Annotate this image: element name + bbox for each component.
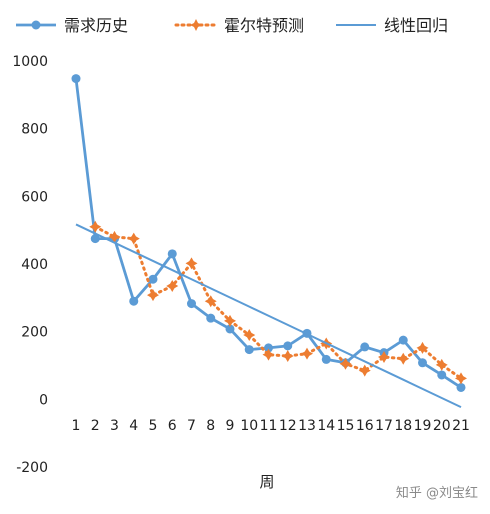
x-tick-label: 19 (414, 418, 432, 434)
x-tick-label: 16 (356, 418, 374, 434)
data-point-demand-history (360, 342, 370, 352)
watermark: 知乎 @刘宝红 (396, 485, 478, 501)
data-point-holt-forecast (301, 347, 313, 360)
x-tick-label: 3 (110, 418, 119, 434)
x-tick-label: 14 (317, 418, 335, 434)
y-tick-label: 200 (21, 325, 48, 341)
legend-label-holt-forecast: 霍尔特预测 (224, 16, 304, 35)
y-tick-label: 600 (21, 189, 48, 205)
data-point-demand-history (398, 335, 408, 345)
x-tick-label: 7 (187, 418, 196, 434)
data-point-demand-history (206, 313, 216, 323)
series-demand-history (71, 74, 466, 392)
data-point-holt-forecast (455, 372, 467, 385)
data-point-holt-forecast (397, 352, 410, 365)
series-holt-forecast (89, 220, 467, 385)
data-point-holt-forecast (204, 295, 217, 308)
x-tick-label: 20 (433, 418, 451, 434)
data-point-holt-forecast (127, 232, 140, 245)
data-point-demand-history (167, 249, 177, 259)
legend-item-demand-history: 需求历史 (16, 16, 128, 35)
data-point-holt-forecast (339, 357, 352, 370)
data-point-holt-forecast (108, 230, 121, 243)
data-point-demand-history (90, 234, 100, 244)
data-point-holt-forecast (147, 289, 159, 302)
legend-item-linear-regression: 线性回归 (336, 16, 448, 35)
x-tick-label: 8 (206, 418, 215, 434)
x-axis: 1 2 3 4 5 6 7 8 9 10 11 12 13 14 15 16 17 18 19 20 21 (72, 418, 470, 434)
data-point-holt-forecast (358, 364, 371, 377)
y-tick-label: 1000 (12, 54, 48, 70)
x-tick-label: 2 (91, 418, 100, 434)
x-tick-label: 12 (279, 418, 297, 434)
data-point-demand-history (321, 354, 331, 364)
y-tick-label: 400 (21, 257, 48, 273)
y-tick-label: 800 (21, 122, 48, 138)
y-tick-label: 0 (39, 392, 48, 408)
data-point-holt-forecast (89, 220, 102, 233)
series-layer (71, 74, 467, 409)
x-tick-label: 4 (129, 418, 138, 434)
data-point-holt-forecast (243, 329, 256, 342)
legend-label-demand-history: 需求历史 (64, 16, 128, 35)
x-tick-label: 1 (72, 418, 81, 434)
data-point-demand-history (225, 324, 235, 334)
x-tick-label: 15 (337, 418, 355, 434)
x-tick-label: 11 (260, 418, 278, 434)
data-point-holt-forecast (435, 358, 448, 371)
x-axis-title: 周 (259, 473, 274, 491)
y-axis: -200 0 200 400 600 800 1000 (12, 54, 48, 476)
data-point-demand-history (264, 343, 273, 353)
legend: 需求历史 霍尔特预测 线性回归 (16, 16, 448, 35)
x-tick-label: 6 (168, 418, 177, 434)
x-tick-label: 10 (240, 418, 258, 434)
data-point-holt-forecast (378, 351, 390, 364)
x-tick-label: 18 (394, 418, 412, 434)
data-point-demand-history (437, 370, 447, 380)
legend-swatch-demand-history-marker (31, 20, 41, 30)
data-point-holt-forecast (281, 350, 294, 363)
data-point-demand-history (283, 341, 293, 351)
data-point-holt-forecast (224, 314, 236, 327)
legend-label-linear-regression: 线性回归 (384, 16, 448, 35)
data-point-demand-history (187, 299, 196, 309)
data-point-demand-history (71, 74, 81, 84)
y-tick-label: -200 (16, 460, 48, 476)
x-tick-label: 9 (226, 418, 235, 434)
legend-item-holt-forecast: 霍尔特预测 (174, 16, 304, 35)
data-point-demand-history (244, 345, 254, 355)
series-linear-regression (75, 223, 462, 409)
data-point-demand-history (148, 274, 158, 284)
data-point-holt-forecast (185, 257, 198, 270)
x-tick-label: 5 (149, 418, 158, 434)
data-point-holt-forecast (416, 341, 429, 354)
data-point-holt-forecast (166, 279, 179, 292)
legend-swatch-holt-forecast-marker (190, 19, 202, 31)
data-point-holt-forecast (262, 348, 275, 361)
data-point-demand-history (418, 358, 427, 368)
data-point-demand-history (129, 296, 139, 306)
series-line-linear-regression (75, 223, 462, 409)
data-point-demand-history (456, 382, 466, 392)
x-tick-label: 13 (298, 418, 316, 434)
x-tick-label: 17 (375, 418, 393, 434)
x-tick-label: 21 (452, 418, 470, 434)
